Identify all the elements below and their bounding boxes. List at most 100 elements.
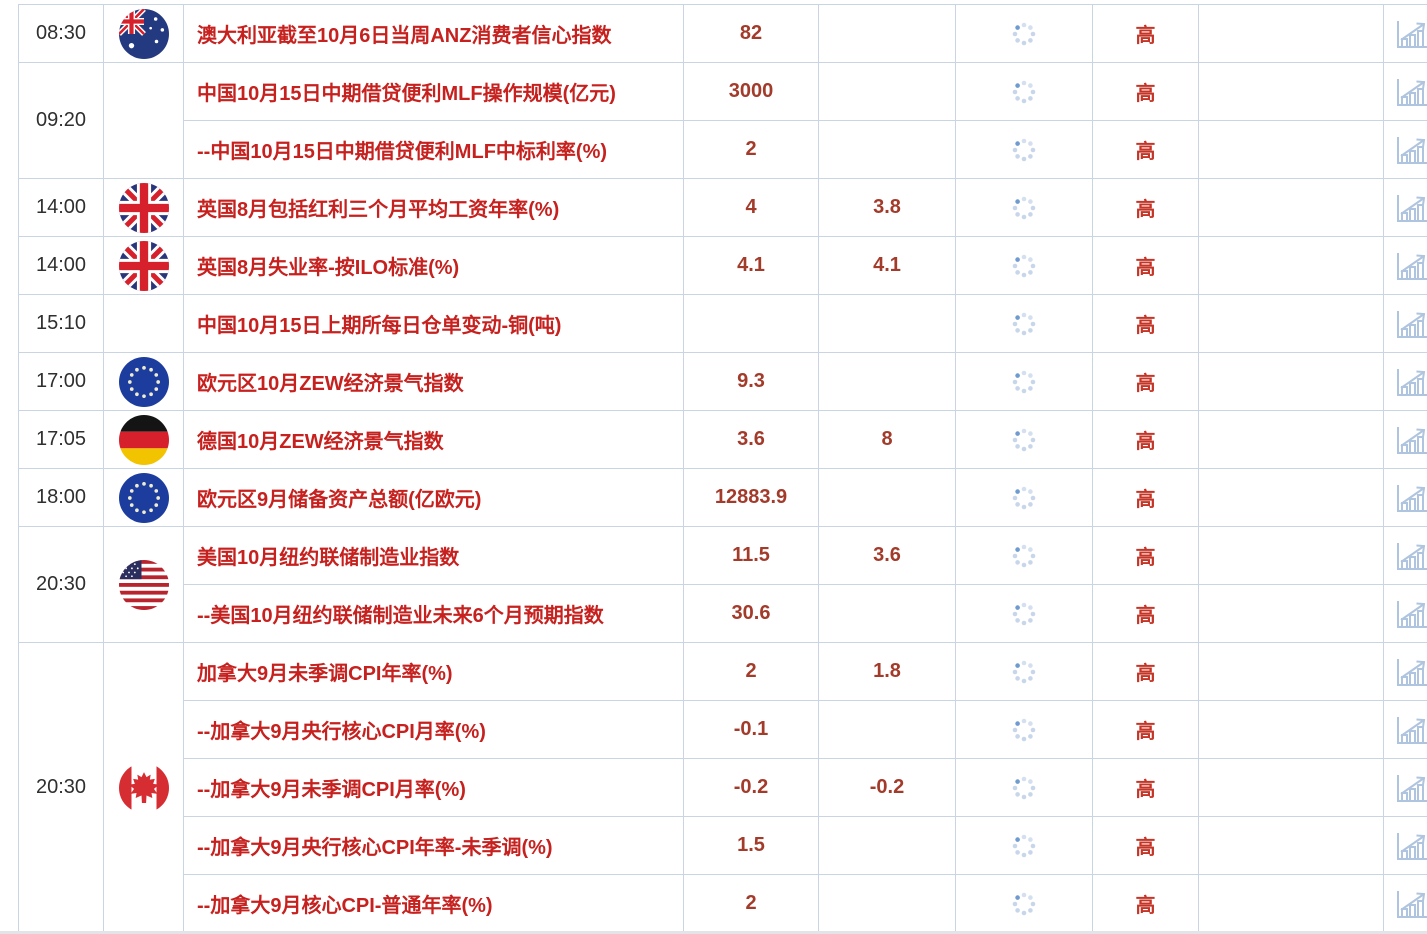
chart-with-up-arrow-icon[interactable]: [1394, 830, 1427, 862]
economic-calendar-table: 08:30 澳大利亚截至10月6日当周ANZ消费者信心指数 82: [18, 4, 1427, 933]
flag-uk-icon: [118, 240, 169, 291]
forecast-value-cell: [818, 468, 956, 527]
bottom-edge-strip: [0, 931, 1427, 934]
flag-cell: [103, 62, 184, 179]
chart-with-up-arrow-icon[interactable]: [1394, 656, 1427, 688]
table-row: 17:00 欧元区10月ZEW经济景气指数 9.3: [18, 352, 1427, 411]
empty-cell: [1198, 178, 1384, 237]
loading-spinner-icon: [1012, 718, 1036, 741]
chart-cell[interactable]: [1383, 642, 1427, 701]
importance-cell: 高: [1092, 236, 1199, 295]
chart-cell[interactable]: [1383, 526, 1427, 585]
actual-value-cell: [955, 62, 1093, 121]
flag-eu-icon: [118, 472, 169, 523]
importance-cell: 高: [1092, 642, 1199, 701]
chart-cell[interactable]: [1383, 816, 1427, 875]
actual-value-cell: [955, 874, 1093, 933]
actual-value-cell: [955, 758, 1093, 817]
chart-cell[interactable]: [1383, 294, 1427, 353]
chart-cell[interactable]: [1383, 352, 1427, 411]
chart-with-up-arrow-icon[interactable]: [1394, 540, 1427, 572]
event-name-cell: 中国10月15日上期所每日仓单变动-铜(吨): [183, 294, 684, 353]
loading-spinner-icon: [1012, 428, 1036, 451]
flag-uk-icon: [118, 182, 169, 233]
chart-cell[interactable]: [1383, 584, 1427, 643]
chart-with-up-arrow-icon[interactable]: [1394, 134, 1427, 166]
chart-with-up-arrow-icon[interactable]: [1394, 482, 1427, 514]
chart-with-up-arrow-icon[interactable]: [1394, 888, 1427, 920]
table-row: 20:30 加拿大9月未季调CPI年率(%) 2 1.8 高: [18, 642, 1427, 933]
empty-cell: [1198, 410, 1384, 469]
table-row: 08:30 澳大利亚截至10月6日当周ANZ消费者信心指数 82: [18, 4, 1427, 63]
time-cell: 08:30: [18, 4, 104, 63]
previous-value-cell: 2: [683, 874, 819, 933]
chart-cell[interactable]: [1383, 874, 1427, 933]
event-name-cell: 加拿大9月未季调CPI年率(%): [183, 642, 684, 701]
time-cell: 20:30: [18, 642, 104, 933]
importance-cell: 高: [1092, 410, 1199, 469]
chart-cell[interactable]: [1383, 62, 1427, 121]
chart-with-up-arrow-icon[interactable]: [1394, 192, 1427, 224]
event-name-cell: --加拿大9月核心CPI-普通年率(%): [183, 874, 684, 933]
empty-cell: [1198, 700, 1384, 759]
previous-value-cell: -0.1: [683, 700, 819, 759]
importance-cell: 高: [1092, 178, 1199, 237]
previous-value-cell: [683, 294, 819, 353]
chart-cell[interactable]: [1383, 700, 1427, 759]
chart-with-up-arrow-icon[interactable]: [1394, 250, 1427, 282]
previous-value-cell: 2: [683, 642, 819, 701]
chart-cell[interactable]: [1383, 410, 1427, 469]
chart-with-up-arrow-icon[interactable]: [1394, 18, 1427, 50]
empty-cell: [1198, 584, 1384, 643]
forecast-value-cell: 3.6: [818, 526, 956, 585]
loading-spinner-icon: [1012, 196, 1036, 219]
chart-with-up-arrow-icon[interactable]: [1394, 714, 1427, 746]
flag-australia-icon: [118, 8, 169, 59]
chart-with-up-arrow-icon[interactable]: [1394, 598, 1427, 630]
chart-with-up-arrow-icon[interactable]: [1394, 366, 1427, 398]
table-row: --加拿大9月央行核心CPI年率-未季调(%) 1.5 高: [19, 816, 1427, 875]
forecast-value-cell: [818, 62, 956, 121]
empty-cell: [1198, 236, 1384, 295]
importance-cell: 高: [1092, 816, 1199, 875]
actual-value-cell: [955, 410, 1093, 469]
flag-cell: [103, 294, 184, 353]
flag-cell: [103, 236, 184, 295]
event-name-cell: 德国10月ZEW经济景气指数: [183, 410, 684, 469]
previous-value-cell: 4: [683, 178, 819, 237]
forecast-value-cell: [818, 816, 956, 875]
chart-cell[interactable]: [1383, 120, 1427, 179]
empty-cell: [1198, 526, 1384, 585]
flag-eu-icon: [118, 356, 169, 407]
chart-cell[interactable]: [1383, 4, 1427, 63]
chart-with-up-arrow-icon[interactable]: [1394, 308, 1427, 340]
empty-cell: [1198, 758, 1384, 817]
previous-value-cell: 2: [683, 120, 819, 179]
forecast-value-cell: [818, 4, 956, 63]
previous-value-cell: 9.3: [683, 352, 819, 411]
importance-cell: 高: [1092, 352, 1199, 411]
previous-value-cell: 30.6: [683, 584, 819, 643]
forecast-value-cell: 8: [818, 410, 956, 469]
chart-cell[interactable]: [1383, 468, 1427, 527]
flag-canada-icon: [118, 762, 169, 813]
table-row: --美国10月纽约联储制造业未来6个月预期指数 30.6 高: [19, 584, 1427, 643]
table-row: 20:30 美国10月纽约联储制造业指数 11.5 3.6: [18, 526, 1427, 643]
time-cell: 15:10: [18, 294, 104, 353]
table-row: 14:00 英国8月包括红利三个月平均工资年率(%) 4 3.8 高: [18, 178, 1427, 237]
actual-value-cell: [955, 816, 1093, 875]
chart-cell[interactable]: [1383, 758, 1427, 817]
loading-spinner-icon: [1012, 544, 1036, 567]
actual-value-cell: [955, 584, 1093, 643]
chart-with-up-arrow-icon[interactable]: [1394, 772, 1427, 804]
importance-cell: 高: [1092, 874, 1199, 933]
previous-value-cell: 3.6: [683, 410, 819, 469]
importance-cell: 高: [1092, 62, 1199, 121]
chart-with-up-arrow-icon[interactable]: [1394, 424, 1427, 456]
chart-with-up-arrow-icon[interactable]: [1394, 76, 1427, 108]
chart-cell[interactable]: [1383, 236, 1427, 295]
event-name-cell: --加拿大9月央行核心CPI年率-未季调(%): [183, 816, 684, 875]
importance-cell: 高: [1092, 758, 1199, 817]
chart-cell[interactable]: [1383, 178, 1427, 237]
